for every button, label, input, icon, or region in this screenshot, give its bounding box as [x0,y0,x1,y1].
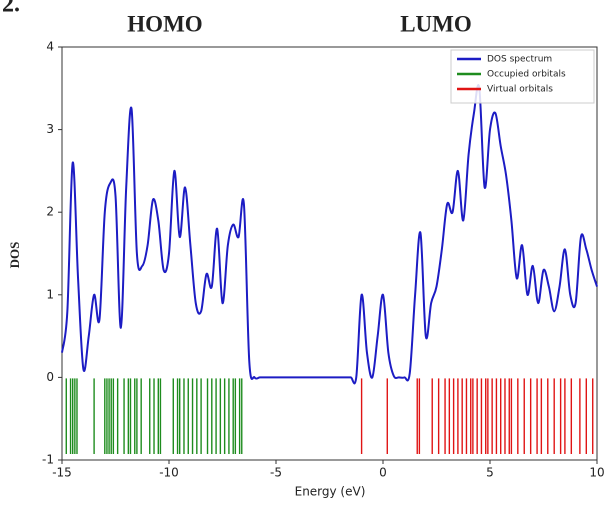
y-tick-label: 1 [46,287,54,301]
annotation: HOMO [127,11,202,36]
x-tick-label: -10 [159,466,179,480]
x-tick-label: 10 [589,466,604,480]
annotation: LUMO [400,11,472,36]
x-tick-label: 5 [486,466,494,480]
legend-label: Virtual orbitals [487,85,553,95]
x-axis-label: Energy (eV) [295,485,366,499]
x-tick-label: -15 [52,466,72,480]
panel-label: 2. [2,0,20,18]
plot-frame [61,46,598,461]
legend-label: Occupied orbitals [487,70,566,80]
y-tick-label: 4 [46,40,54,54]
x-tick-label: 0 [379,466,387,480]
x-tick-label: -5 [270,466,282,480]
y-tick-label: 3 [46,122,54,136]
y-tick-label: -1 [42,453,54,467]
legend-label: DOS spectrum [487,55,552,65]
dos-line [61,84,598,385]
y-tick-label: 0 [46,370,54,384]
y-tick-label: 2 [46,205,54,219]
y-axis-label: DOS [7,242,22,269]
